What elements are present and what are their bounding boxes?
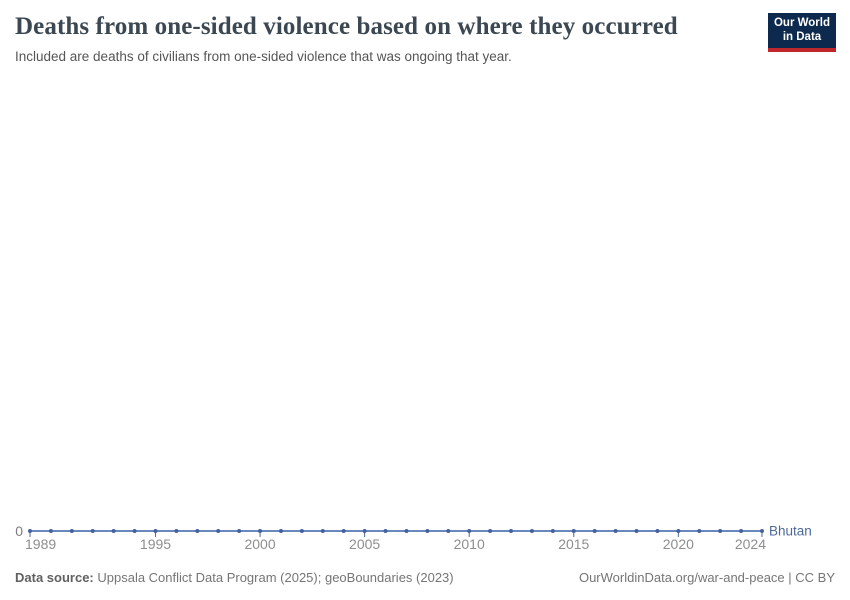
series-label[interactable]: Bhutan (769, 524, 812, 539)
data-point[interactable] (676, 529, 681, 533)
data-source-note: Data source: Uppsala Conflict Data Progr… (15, 570, 454, 585)
owid-logo: Our World in Data (768, 13, 836, 52)
data-point[interactable] (237, 529, 242, 533)
data-point[interactable] (446, 529, 451, 533)
x-axis-tick-label: 2000 (244, 536, 275, 552)
x-axis-tick-label: 2015 (558, 536, 589, 552)
data-point[interactable] (760, 529, 764, 533)
data-point[interactable] (550, 529, 555, 533)
data-point[interactable] (216, 529, 221, 533)
x-axis-tick-label: 2020 (663, 536, 694, 552)
chart-header: Deaths from one-sided violence based on … (15, 12, 750, 66)
data-point[interactable] (467, 529, 472, 533)
data-point[interactable] (195, 529, 200, 533)
data-point[interactable] (739, 529, 744, 533)
data-point[interactable] (48, 529, 53, 533)
data-point[interactable] (258, 529, 263, 533)
data-point[interactable] (28, 529, 32, 533)
data-point[interactable] (655, 529, 660, 533)
y-axis-zero-label: 0 (15, 523, 23, 539)
data-point[interactable] (341, 529, 346, 533)
data-point[interactable] (320, 529, 325, 533)
data-source-label: Data source: (15, 569, 94, 585)
page-subtitle: Included are deaths of civilians from on… (15, 49, 512, 64)
x-axis-tick-label: 2010 (454, 536, 485, 552)
x-axis-tick-label: 2005 (349, 536, 380, 552)
x-axis-tick-label: 2024 (735, 536, 766, 552)
data-point[interactable] (404, 529, 409, 533)
data-point[interactable] (362, 529, 367, 533)
data-point[interactable] (90, 529, 95, 533)
page-title: Deaths from one-sided violence based on … (15, 13, 678, 40)
data-source-value: Uppsala Conflict Data Program (2025); ge… (93, 569, 454, 585)
data-point[interactable] (592, 529, 597, 533)
data-point[interactable] (509, 529, 514, 533)
chart-footer: Data source: Uppsala Conflict Data Progr… (15, 567, 835, 587)
data-point[interactable] (174, 529, 179, 533)
attribution-link[interactable]: OurWorldinData.org/war-and-peace | CC BY (578, 569, 835, 585)
data-point[interactable] (153, 529, 158, 533)
data-point[interactable] (278, 529, 283, 533)
data-point[interactable] (299, 529, 304, 533)
owid-logo-line1: Our World (773, 16, 830, 29)
data-point[interactable] (111, 529, 116, 533)
data-point[interactable] (634, 529, 639, 533)
data-point[interactable] (571, 529, 576, 533)
data-point[interactable] (488, 529, 493, 533)
data-point[interactable] (69, 529, 74, 533)
data-point[interactable] (383, 529, 388, 533)
x-axis-tick-label: 1995 (140, 536, 171, 552)
x-axis-tick-label: 1989 (25, 536, 56, 552)
data-point[interactable] (697, 529, 702, 533)
data-point[interactable] (613, 529, 618, 533)
data-point[interactable] (132, 529, 137, 533)
owid-logo-line2: in Data (782, 30, 822, 43)
data-point[interactable] (425, 529, 430, 533)
data-point[interactable] (718, 529, 723, 533)
data-point[interactable] (529, 529, 534, 533)
